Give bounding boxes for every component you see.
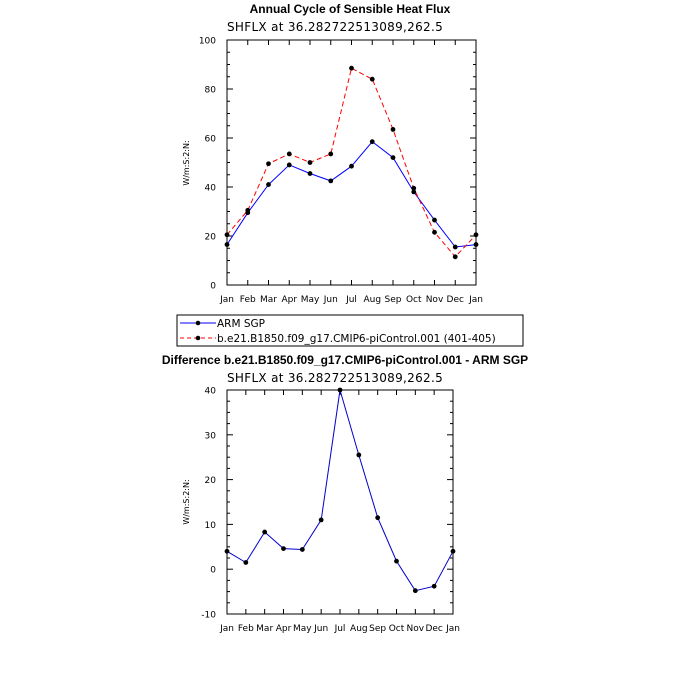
annual-series-1-point bbox=[286, 151, 292, 157]
diff-x-tick-label: Apr bbox=[276, 624, 292, 634]
annual-x-tick-label: Oct bbox=[406, 295, 422, 305]
annual-x-tick-label: Feb bbox=[240, 295, 256, 305]
annual-series-0-point bbox=[432, 217, 437, 223]
diff-y-tick-label: 0 bbox=[210, 566, 216, 576]
annual-series-1-point bbox=[473, 232, 479, 238]
annual-series-1-point bbox=[245, 207, 251, 213]
legend-marker-arm-sgp bbox=[195, 320, 201, 326]
annual-series-0-point bbox=[224, 242, 230, 247]
diff-series-0-point bbox=[450, 548, 456, 554]
legend-label-model: b.e21.B1850.f09_g17.CMIP6-piControl.001 … bbox=[217, 333, 496, 345]
annual-series-0-point bbox=[473, 242, 479, 247]
diff-series-0-point bbox=[243, 560, 249, 565]
diff-y-tick-label: 30 bbox=[205, 431, 217, 441]
diff-series-0-point bbox=[356, 452, 362, 458]
diff-x-tick-label: Jul bbox=[334, 624, 346, 634]
difference-chart-title: Difference b.e21.B1850.f09_g17.CMIP6-piC… bbox=[162, 353, 528, 367]
diff-x-tick-label: Aug bbox=[350, 624, 368, 634]
annual-y-tick-label: 80 bbox=[205, 86, 217, 96]
annual-x-tick-label: Mar bbox=[260, 295, 277, 305]
legend-label-arm-sgp: ARM SGP bbox=[217, 318, 265, 330]
y-axis-label: W/m:S:2:N: bbox=[182, 140, 191, 185]
annual-series-0-point bbox=[266, 182, 271, 187]
annual-series-line-1 bbox=[226, 67, 477, 258]
annual-x-tick-label: Apr bbox=[281, 295, 297, 305]
diff-x-tick-label: Dec bbox=[425, 624, 442, 634]
diff-series-0-point bbox=[412, 588, 418, 594]
annual-x-tick-label: Nov bbox=[426, 295, 444, 305]
diff-series-0-point bbox=[394, 558, 399, 564]
diff-y-tick-label: 10 bbox=[205, 521, 217, 531]
annual-series-0-point bbox=[411, 189, 417, 195]
annual-y-tick-label: 0 bbox=[210, 282, 216, 292]
annual-series-0-point bbox=[452, 244, 458, 250]
diff-x-tick-label: Jun bbox=[313, 624, 328, 634]
annual-series-1-point bbox=[307, 160, 313, 165]
diff-x-tick-label: Oct bbox=[389, 624, 405, 634]
annual-y-tick-label: 60 bbox=[205, 135, 217, 145]
annual-x-tick-label: Dec bbox=[447, 295, 464, 305]
diff-x-tick-label: Jan bbox=[219, 624, 234, 634]
diff-x-tick-label: May bbox=[293, 624, 312, 634]
difference-y-axis-label: W/m:S:2:N: bbox=[182, 479, 191, 524]
annual-series-1-point bbox=[328, 151, 334, 157]
annual-series-0-point bbox=[369, 139, 375, 145]
diff-series-0-point bbox=[299, 547, 305, 552]
annual-series-1-point bbox=[432, 229, 437, 235]
annual-series-1-point bbox=[266, 161, 271, 167]
annual-series-1-point bbox=[411, 185, 417, 191]
annual-y-tick-label: 20 bbox=[205, 233, 217, 243]
annual-plot-frame bbox=[226, 39, 477, 286]
diff-x-tick-label: Feb bbox=[238, 624, 254, 634]
annual-x-tick-label: Jan bbox=[219, 295, 234, 305]
diff-series-0-point bbox=[431, 583, 437, 589]
diff-series-line-0 bbox=[226, 389, 454, 592]
diff-series-0-point bbox=[224, 548, 230, 554]
annual-series-line-0 bbox=[226, 141, 477, 248]
annual-series-1-point bbox=[224, 232, 230, 238]
annual-series-1-point bbox=[452, 254, 458, 260]
diff-series-0-point bbox=[281, 546, 286, 551]
legend: ARM SGP b.e21.B1850.f09_g17.CMIP6-piCont… bbox=[176, 314, 524, 347]
annual-series-0-point bbox=[286, 162, 292, 168]
annual-cycle-panel: Annual Cycle of Sensible Heat Flux SHFLX… bbox=[182, 2, 483, 305]
diff-plot-frame bbox=[226, 389, 454, 615]
annual-series-0-point bbox=[390, 155, 396, 161]
diff-x-tick-label: Jan bbox=[445, 624, 460, 634]
diff-series-0-point bbox=[375, 515, 381, 521]
diff-series-0-point bbox=[337, 387, 343, 393]
legend-marker-model bbox=[195, 335, 201, 341]
annual-x-tick-label: Jul bbox=[345, 295, 357, 305]
legend-box bbox=[176, 314, 524, 347]
annual-series-0-point bbox=[349, 163, 354, 169]
annual-x-tick-label: May bbox=[301, 295, 320, 305]
annual-y-tick-label: 100 bbox=[199, 37, 216, 47]
diff-y-tick-label: -10 bbox=[201, 611, 216, 621]
difference-chart-subtitle: SHFLX at 36.282722513089,262.5 bbox=[227, 371, 443, 385]
chart-subtitle: SHFLX at 36.282722513089,262.5 bbox=[227, 20, 443, 34]
difference-panel: Difference b.e21.B1850.f09_g17.CMIP6-piC… bbox=[162, 353, 528, 634]
annual-series-1-point bbox=[390, 127, 396, 132]
diff-series-0-point bbox=[318, 517, 324, 523]
annual-series-1-point bbox=[349, 65, 354, 71]
annual-x-tick-label: Aug bbox=[363, 295, 381, 305]
diff-x-tick-label: Sep bbox=[369, 624, 386, 634]
diff-y-tick-label: 20 bbox=[205, 476, 217, 486]
diff-x-tick-label: Mar bbox=[256, 624, 273, 634]
annual-y-tick-label: 40 bbox=[205, 184, 217, 194]
diff-series-0-point bbox=[262, 529, 268, 535]
annual-x-tick-label: Sep bbox=[385, 295, 402, 305]
annual-series-0-point bbox=[328, 178, 334, 184]
chart-title: Annual Cycle of Sensible Heat Flux bbox=[250, 2, 451, 16]
annual-x-tick-label: Jan bbox=[468, 295, 483, 305]
diff-x-tick-label: Nov bbox=[407, 624, 425, 634]
annual-series-1-point bbox=[369, 76, 375, 82]
annual-x-tick-label: Jun bbox=[323, 295, 338, 305]
annual-series-0-point bbox=[307, 171, 313, 176]
diff-y-tick-label: 40 bbox=[205, 387, 217, 397]
